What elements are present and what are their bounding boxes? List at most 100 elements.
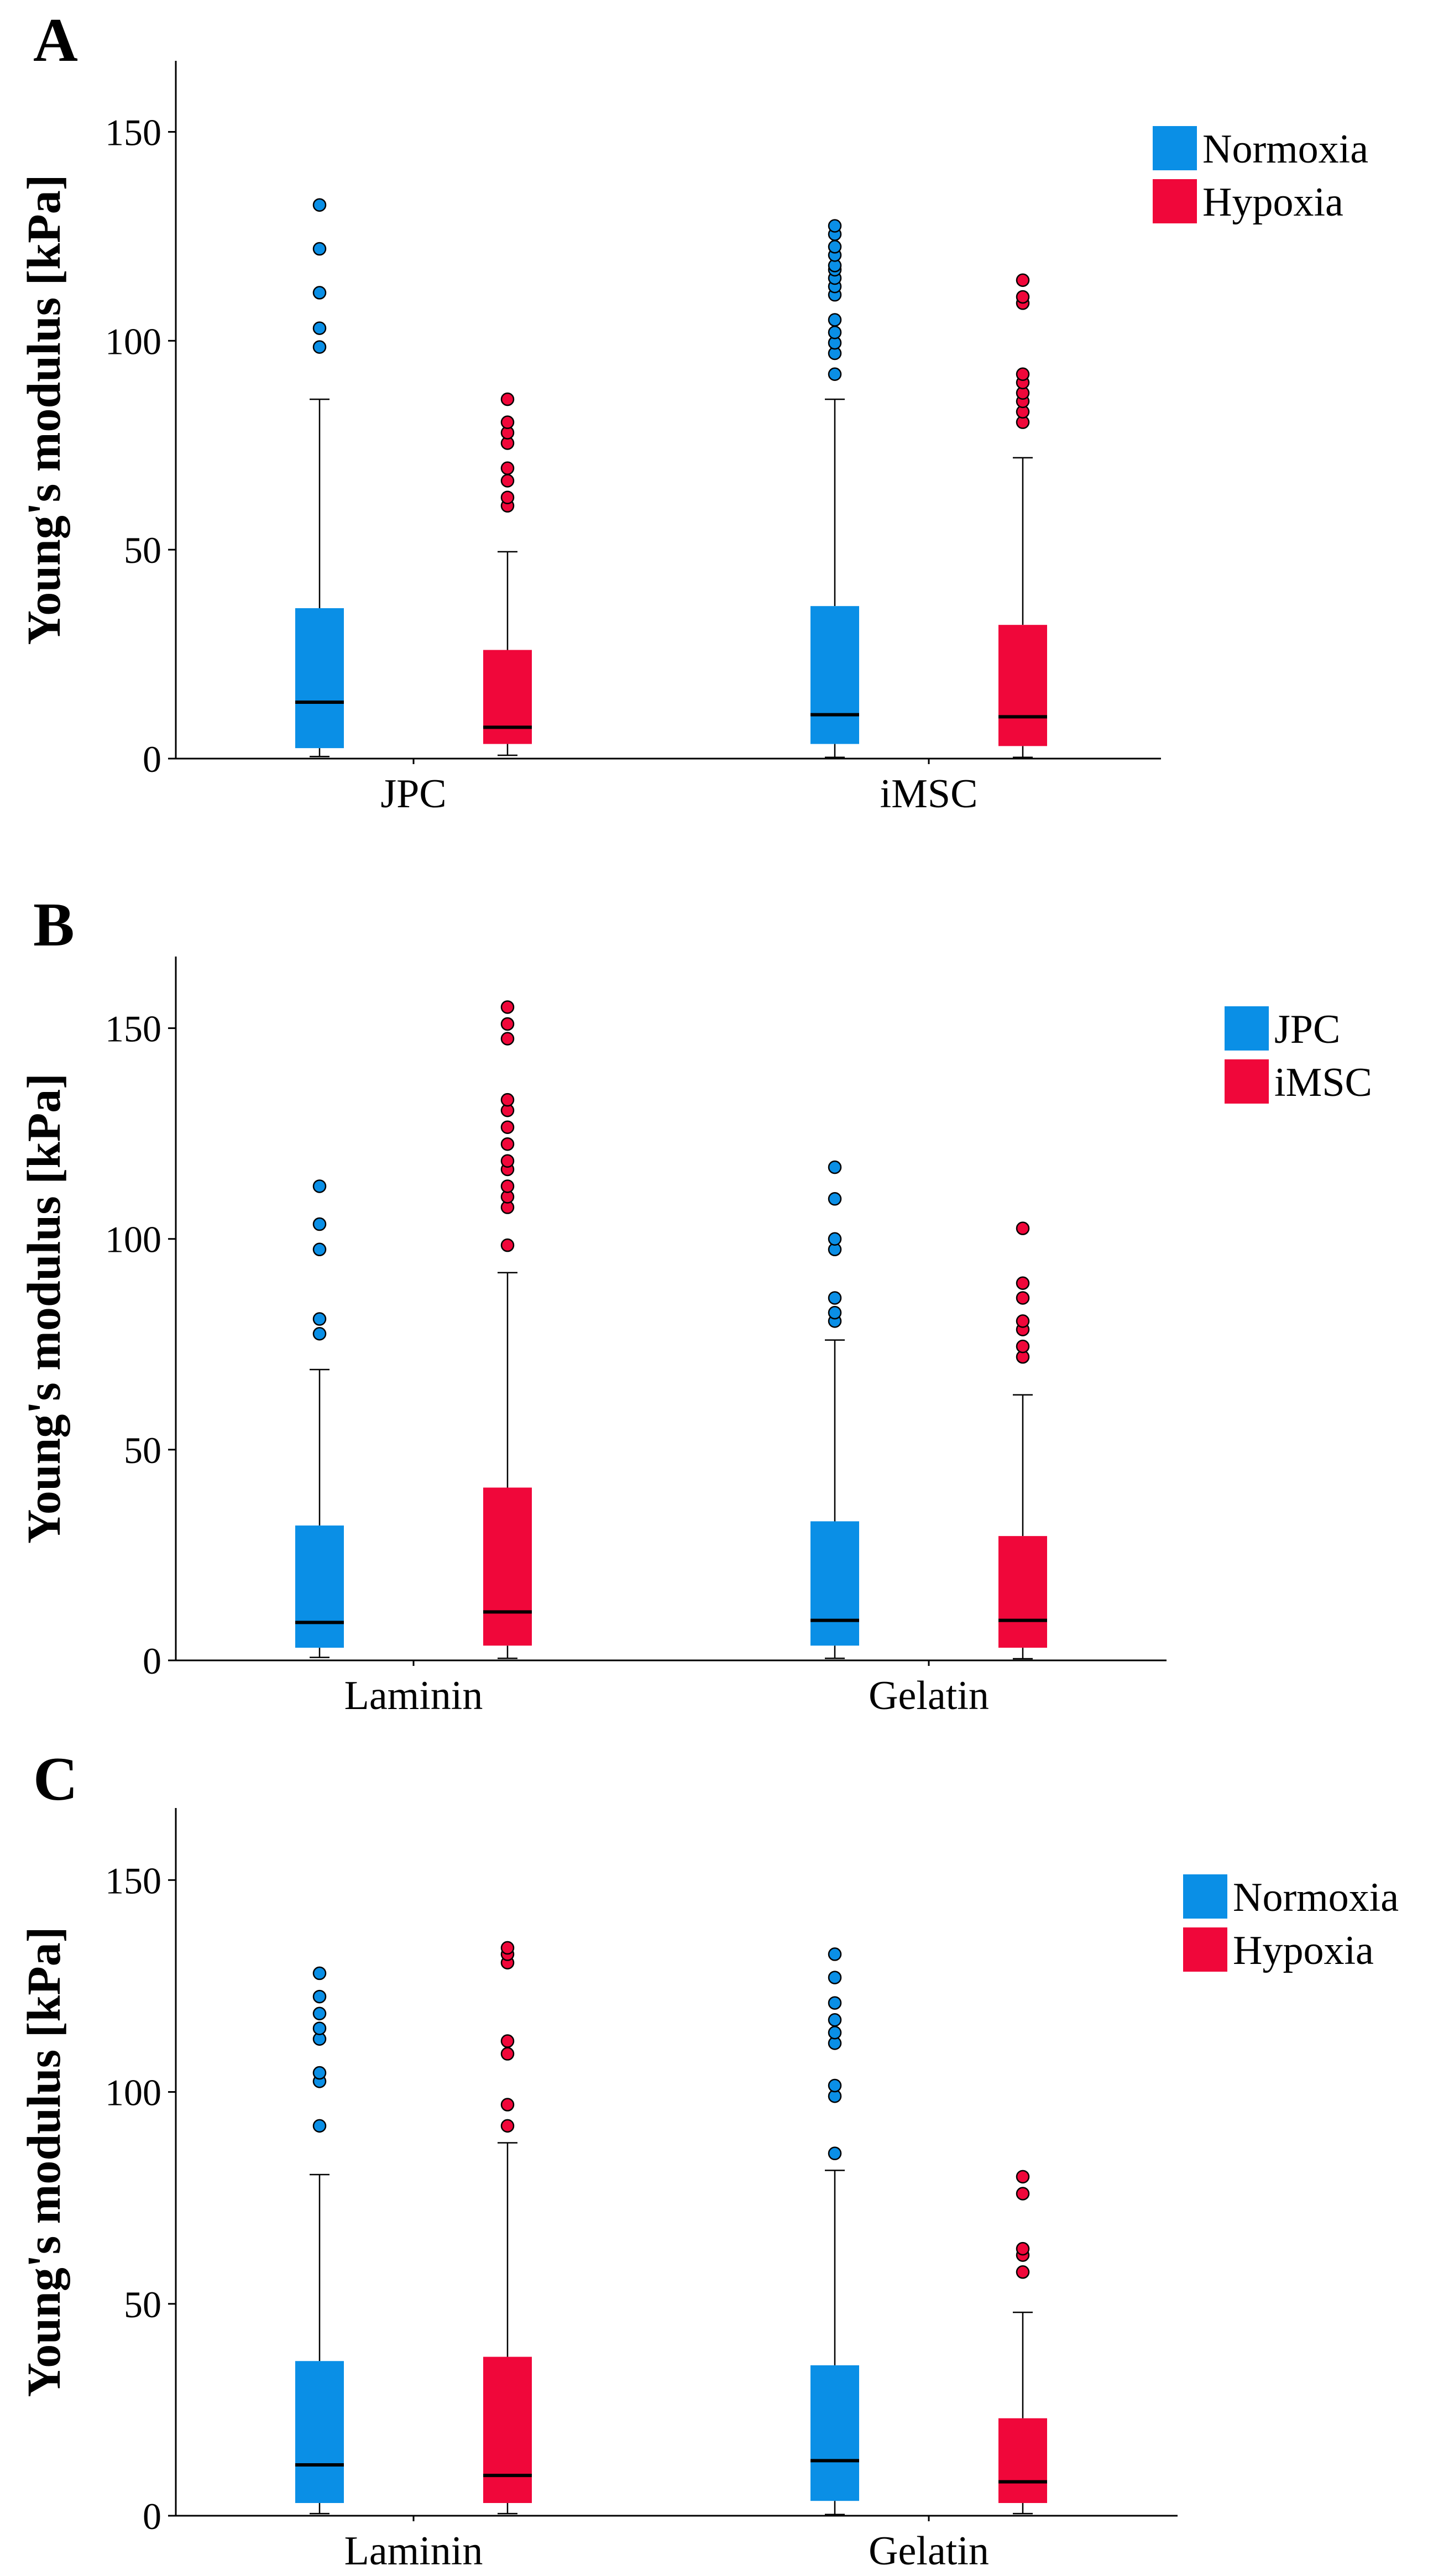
outlier-point	[312, 1966, 327, 1981]
outlier-point	[312, 2066, 327, 2080]
outlier-point	[312, 1217, 327, 1231]
outlier-point	[828, 2013, 842, 2027]
legend-entry-imsc: iMSC	[1225, 1059, 1372, 1105]
outlier-point	[312, 242, 327, 256]
outlier-point	[500, 1179, 515, 1193]
box-jpc-laminin	[295, 1179, 344, 1658]
outlier-point	[500, 1941, 515, 1955]
outlier-point	[312, 2119, 327, 2133]
outlier-point	[828, 2025, 842, 2040]
x-tick-label: Laminin	[344, 1673, 483, 1718]
outlier-point	[828, 1971, 842, 1984]
panel-label: B	[33, 891, 75, 959]
box-iqr	[483, 650, 532, 744]
outlier-point	[828, 1232, 842, 1246]
box-iqr	[810, 2365, 859, 2501]
outlier-point	[1016, 2241, 1030, 2256]
outlier-point	[500, 490, 515, 504]
outlier-point	[312, 340, 327, 354]
legend-label: iMSC	[1274, 1060, 1372, 1105]
y-tick-label: 100	[105, 2072, 161, 2114]
box-iqr	[810, 1521, 859, 1646]
y-tick-label: 150	[105, 111, 161, 153]
chart-panel-b: B 0 50 100 150 Young's modulus [kPa] Laminin Ge…	[17, 891, 1372, 1718]
y-axis-label: Young's modulus [kPa]	[17, 1073, 70, 1544]
outlier-point	[828, 1996, 842, 2010]
outlier-point	[1016, 2265, 1030, 2279]
x-tick-label: JPC	[380, 771, 446, 817]
outlier-point	[828, 367, 842, 382]
y-axis-label: Young's modulus [kPa]	[17, 175, 70, 645]
y-tick-label: 0	[143, 738, 161, 780]
box-iqr	[295, 608, 344, 749]
legend-entry-normoxia: Normoxia	[1153, 126, 1368, 172]
box-hypoxia-imsc	[998, 273, 1047, 758]
panel-label: A	[33, 6, 78, 75]
y-tick-label: 50	[124, 2284, 161, 2326]
x-tick-label: Gelatin	[869, 2528, 989, 2574]
outlier-point	[828, 1192, 842, 1206]
outlier-point	[312, 2007, 327, 2020]
legend-label: JPC	[1274, 1007, 1340, 1052]
x-tick-label: Laminin	[344, 2528, 483, 2574]
outlier-point	[1016, 1221, 1030, 1235]
legend-entry-hypoxia: Hypoxia	[1153, 179, 1343, 225]
outlier-point	[828, 1160, 842, 1174]
outlier-point	[312, 286, 327, 300]
outlier-point	[500, 1017, 515, 1031]
legend-swatch	[1153, 179, 1197, 223]
y-tick-label: 0	[143, 1640, 161, 1682]
outlier-point	[828, 1291, 842, 1305]
box-imsc-gelatin	[998, 1221, 1047, 1660]
box-iqr	[483, 1487, 532, 1646]
legend-swatch	[1183, 1927, 1227, 1972]
outlier-point	[1016, 367, 1030, 382]
legend-swatch	[1225, 1059, 1269, 1104]
outlier-point	[828, 1305, 842, 1320]
outlier-point	[312, 1242, 327, 1257]
outlier-point	[312, 1179, 327, 1193]
outlier-point	[828, 2146, 842, 2160]
outlier-point	[312, 2021, 327, 2035]
box-hypoxia-jpc	[483, 392, 532, 756]
legend-label: Hypoxia	[1233, 1928, 1374, 1973]
outlier-point	[312, 1312, 327, 1326]
y-tick-label: 100	[105, 320, 161, 362]
outlier-point	[500, 1000, 515, 1014]
outlier-point	[500, 1238, 515, 1252]
outlier-point	[500, 1154, 515, 1168]
panel-label: C	[33, 1745, 78, 1814]
outlier-point	[1016, 2170, 1030, 2184]
box-normoxia-gelatin	[810, 1947, 859, 2515]
box-normoxia-imsc	[810, 219, 859, 758]
box-iqr	[483, 2356, 532, 2504]
outlier-point	[828, 1947, 842, 1961]
legend-label: Hypoxia	[1202, 180, 1343, 225]
x-tick-label: Gelatin	[869, 1673, 989, 1718]
box-hypoxia-gelatin	[998, 2170, 1047, 2515]
outlier-point	[500, 1032, 515, 1046]
box-iqr	[295, 2361, 344, 2504]
outlier-point	[500, 2098, 515, 2112]
outlier-point	[1016, 273, 1030, 287]
legend-entry-jpc: JPC	[1225, 1006, 1340, 1052]
outlier-point	[500, 2047, 515, 2061]
outlier-point	[312, 1326, 327, 1341]
box-normoxia-jpc	[295, 198, 344, 757]
legend-swatch	[1183, 1874, 1227, 1919]
box-normoxia-laminin	[295, 1966, 344, 2515]
outlier-point	[828, 325, 842, 339]
outlier-point	[1016, 1276, 1030, 1290]
y-tick-label: 50	[124, 1429, 161, 1471]
box-iqr	[998, 625, 1047, 746]
outlier-point	[1016, 290, 1030, 304]
legend-swatch	[1153, 126, 1197, 170]
chart-panel-c: C 0 50 100 150 Young's modulus [kPa] Laminin Ge…	[17, 1745, 1399, 2574]
y-tick-label: 50	[124, 529, 161, 571]
outlier-point	[1016, 1291, 1030, 1305]
box-hypoxia-laminin	[483, 1941, 532, 2515]
outlier-point	[500, 392, 515, 406]
outlier-point	[500, 1093, 515, 1107]
outlier-point	[312, 1989, 327, 2004]
x-tick-label: iMSC	[880, 771, 978, 817]
